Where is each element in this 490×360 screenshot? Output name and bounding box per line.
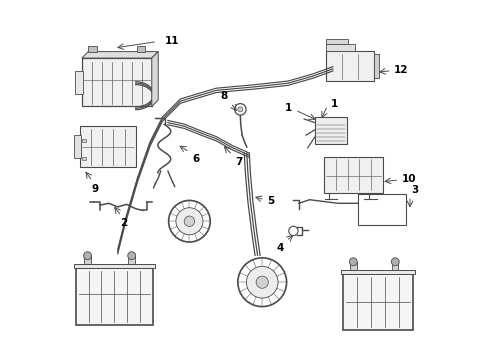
Text: 9: 9: [92, 184, 99, 194]
Bar: [75, 71, 82, 94]
Polygon shape: [82, 51, 158, 58]
Circle shape: [256, 276, 269, 288]
Circle shape: [235, 104, 246, 115]
Circle shape: [184, 216, 195, 226]
Circle shape: [238, 258, 287, 307]
Text: 6: 6: [192, 154, 199, 164]
Bar: [82, 58, 152, 107]
Bar: [137, 46, 146, 51]
Bar: [88, 46, 97, 51]
Bar: [326, 44, 355, 51]
Circle shape: [238, 107, 243, 112]
Circle shape: [289, 226, 298, 235]
Bar: [358, 194, 406, 225]
Text: 12: 12: [394, 65, 409, 75]
Bar: [80, 126, 136, 167]
Circle shape: [176, 208, 203, 235]
Text: 7: 7: [235, 157, 243, 167]
Text: 2: 2: [120, 218, 127, 228]
Bar: [82, 157, 86, 160]
Bar: [128, 256, 135, 264]
Bar: [315, 117, 347, 144]
Text: 4: 4: [276, 243, 284, 253]
Bar: [341, 270, 415, 274]
Circle shape: [392, 258, 399, 266]
Bar: [76, 268, 153, 325]
Bar: [326, 39, 348, 44]
Bar: [374, 54, 379, 78]
Text: 8: 8: [220, 91, 228, 101]
Bar: [324, 157, 383, 193]
Circle shape: [246, 266, 278, 298]
Text: 11: 11: [164, 36, 179, 46]
Text: 1: 1: [330, 99, 338, 109]
Text: 3: 3: [412, 185, 419, 195]
Circle shape: [128, 252, 136, 260]
Text: 1: 1: [284, 103, 292, 113]
Bar: [74, 264, 155, 268]
Bar: [392, 262, 398, 270]
Bar: [343, 274, 413, 329]
Bar: [84, 256, 91, 264]
Circle shape: [84, 252, 92, 260]
Polygon shape: [152, 51, 158, 107]
Bar: [326, 51, 374, 81]
Circle shape: [349, 258, 357, 266]
Bar: [82, 139, 86, 142]
Circle shape: [169, 201, 210, 242]
Bar: [350, 262, 357, 270]
Bar: [74, 135, 81, 158]
Text: 10: 10: [402, 174, 416, 184]
Text: 5: 5: [267, 196, 274, 206]
